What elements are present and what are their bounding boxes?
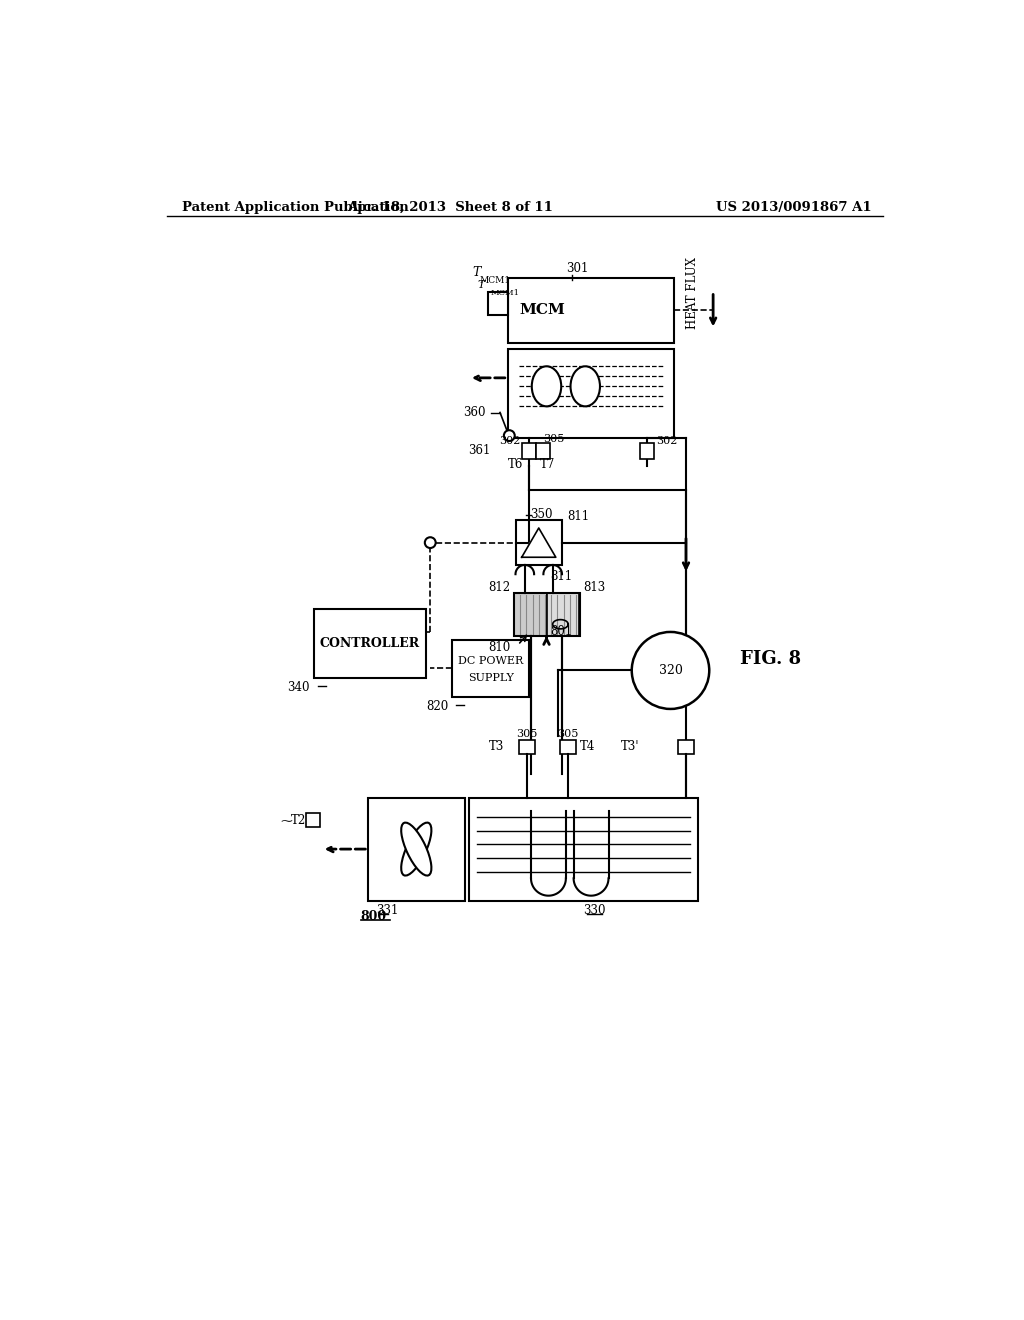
Bar [508, 277, 675, 343]
Text: 305: 305 [557, 729, 579, 739]
Text: 812: 812 [488, 581, 510, 594]
Text: 340: 340 [288, 681, 310, 694]
Bar [515, 520, 562, 565]
Ellipse shape [401, 822, 431, 875]
Text: T: T [473, 265, 481, 279]
Text: T4: T4 [580, 741, 595, 754]
Text: FIG. 8: FIG. 8 [740, 649, 802, 668]
Text: T6: T6 [508, 458, 523, 471]
Text: 350: 350 [530, 508, 553, 521]
Text: 330: 330 [583, 904, 605, 917]
Text: MCM1: MCM1 [479, 276, 510, 285]
Text: SUPPLY: SUPPLY [468, 673, 514, 684]
Text: 800: 800 [360, 911, 387, 924]
Text: MCM: MCM [519, 304, 565, 318]
Bar [488, 292, 508, 314]
Circle shape [632, 632, 710, 709]
Text: 810: 810 [487, 640, 510, 653]
Text: T3': T3' [621, 741, 639, 754]
Text: DC POWER: DC POWER [458, 656, 523, 667]
Bar [536, 444, 550, 459]
Polygon shape [521, 528, 556, 557]
Bar [508, 350, 675, 438]
Circle shape [425, 537, 435, 548]
Text: US 2013/0091867 A1: US 2013/0091867 A1 [717, 201, 872, 214]
Text: 302: 302 [499, 436, 520, 446]
Text: 811: 811 [567, 510, 590, 523]
Bar [519, 739, 535, 754]
Bar [522, 444, 537, 459]
Text: T3: T3 [488, 741, 504, 754]
Bar [306, 813, 321, 826]
Bar [452, 640, 529, 697]
Text: 360: 360 [464, 407, 486, 418]
Text: 813: 813 [584, 581, 606, 594]
Bar [678, 739, 693, 754]
Text: T7: T7 [541, 458, 556, 471]
Circle shape [504, 430, 515, 441]
Ellipse shape [531, 367, 561, 407]
Bar [514, 594, 547, 636]
Bar [469, 797, 697, 902]
Bar [560, 739, 575, 754]
Ellipse shape [401, 822, 431, 875]
Text: 801: 801 [550, 626, 572, 639]
Text: 305: 305 [516, 729, 538, 739]
Text: T2: T2 [291, 814, 306, 828]
Text: Patent Application Publication: Patent Application Publication [182, 201, 409, 214]
Bar [640, 444, 654, 459]
Ellipse shape [570, 367, 600, 407]
Bar [314, 609, 426, 678]
Bar [547, 594, 579, 636]
Text: ~: ~ [280, 812, 293, 829]
Text: 361: 361 [468, 445, 490, 458]
Bar [369, 797, 465, 902]
Text: 320: 320 [658, 664, 682, 677]
Text: 331: 331 [376, 904, 398, 917]
Text: 302: 302 [656, 436, 678, 446]
Text: 305: 305 [543, 434, 564, 445]
Text: 820: 820 [426, 700, 449, 713]
Text: 811: 811 [550, 570, 572, 583]
Text: MCM1: MCM1 [490, 289, 520, 297]
Bar [514, 594, 580, 636]
Text: Apr. 18, 2013  Sheet 8 of 11: Apr. 18, 2013 Sheet 8 of 11 [347, 201, 553, 214]
Text: 301: 301 [566, 261, 588, 275]
Text: CONTROLLER: CONTROLLER [319, 638, 420, 649]
Text: T: T [477, 280, 484, 290]
Text: HEAT FLUX: HEAT FLUX [686, 257, 699, 329]
